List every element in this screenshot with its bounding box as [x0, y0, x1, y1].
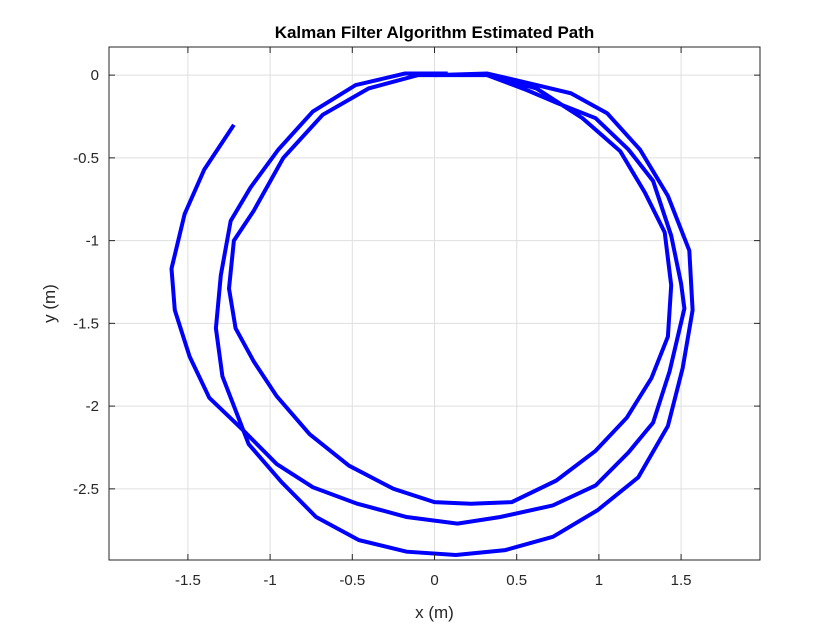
y-tick-label: -1.5 — [73, 315, 99, 332]
y-tick-label: -0.5 — [73, 150, 99, 167]
x-tick-label: -1.5 — [175, 572, 201, 589]
chart-title: Kalman Filter Algorithm Estimated Path — [275, 23, 595, 42]
y-tick-label: 0 — [91, 67, 99, 84]
x-tick-label: -1 — [263, 572, 276, 589]
series-layer — [169, 71, 695, 558]
x-axis-label: x (m) — [415, 603, 454, 622]
x-tick-label: -0.5 — [339, 572, 365, 589]
y-axis-label: y (m) — [40, 284, 59, 323]
grid-lines — [109, 47, 760, 560]
y-tick-label: -2 — [86, 398, 99, 415]
y-tick-label: -2.5 — [73, 481, 99, 498]
x-tick-label: 1.5 — [671, 572, 692, 589]
y-axis-ticks: 0 -0.5 -1 -1.5 -2 -2.5 — [73, 67, 760, 498]
x-tick-label: 0.5 — [506, 572, 527, 589]
y-tick-label: -1 — [86, 233, 99, 250]
x-tick-label: 1 — [595, 572, 603, 589]
path-series-line — [213, 71, 695, 558]
x-tick-label: 0 — [430, 572, 438, 589]
x-axis-ticks: -1.5 -1 -0.5 0 0.5 1 1.5 — [175, 47, 692, 589]
